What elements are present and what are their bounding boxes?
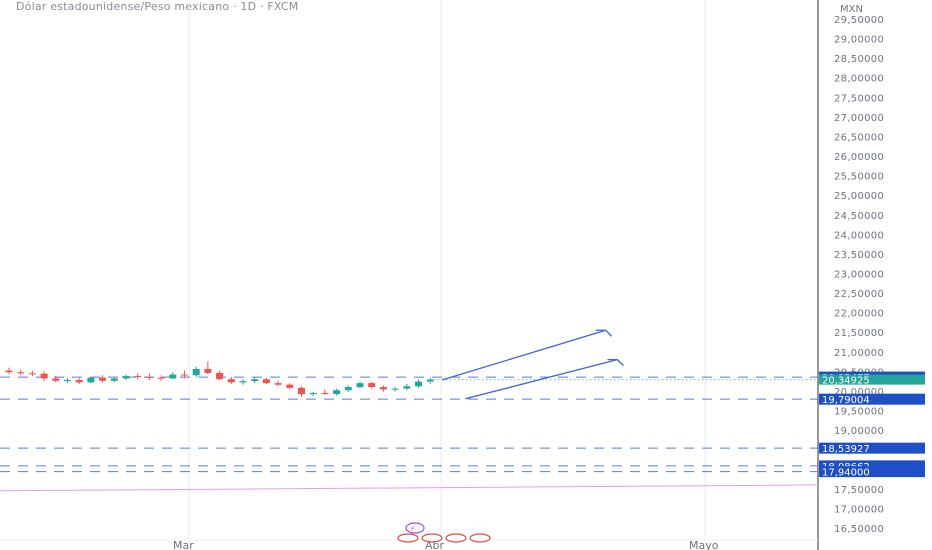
candle-body (356, 383, 364, 388)
candle-body (239, 381, 247, 383)
candle-body (145, 376, 153, 378)
candle-body (87, 377, 95, 383)
x-axis-label: Mayo (689, 539, 719, 550)
candle-body (52, 378, 60, 381)
y-tick-label: 29,00000 (834, 35, 884, 46)
candle-body (286, 384, 294, 388)
price-label: 20,34925 (822, 376, 870, 387)
candle-body (40, 373, 48, 379)
trend-arrow-head (595, 329, 613, 337)
y-tick-label: 16,50000 (834, 524, 884, 535)
level-label: 18,53927 (822, 444, 870, 455)
candle-body (298, 387, 305, 395)
event-marker-glyph: ⚡ (410, 525, 415, 533)
candle-body (110, 378, 118, 381)
candle-body (216, 372, 224, 380)
x-axis-label: Mar (173, 539, 194, 550)
y-tick-label: 20,00000 (834, 387, 884, 398)
lower-trend-line (0, 484, 819, 492)
candle-body (181, 374, 188, 376)
candle-body (75, 379, 83, 383)
x-axis-label: Abr (425, 539, 445, 550)
y-tick-label: 21,00000 (834, 348, 884, 359)
candle-body (64, 379, 71, 381)
y-tick-label: 29,50000 (834, 15, 884, 26)
candle-body (169, 374, 177, 379)
candle-body (5, 370, 13, 373)
y-tick-label: 27,50000 (834, 93, 884, 104)
chart-title: Dólar estadounidense/Peso mexicano · 1D … (16, 0, 299, 13)
y-tick-label: 26,00000 (834, 152, 884, 163)
event-marker-icon (405, 522, 425, 534)
candle-body (403, 386, 411, 389)
candle-body (368, 383, 376, 388)
trend-arrow-head (607, 358, 624, 367)
y-tick-label: 24,00000 (834, 230, 884, 241)
candle-body (391, 388, 399, 390)
level-label-bg (819, 466, 925, 478)
candle-body (204, 369, 212, 373)
candle-body (415, 381, 422, 387)
economic-event-icon (469, 533, 491, 543)
level-label: 17,94000 (822, 468, 870, 479)
y-tick-label: 24,50000 (834, 211, 884, 222)
y-tick-label: 26,50000 (834, 132, 884, 143)
candle-body (274, 383, 282, 385)
economic-event-icon (421, 533, 443, 543)
trend-line (441, 329, 606, 381)
y-tick-label: 23,50000 (834, 250, 884, 261)
y-tick-label: 25,00000 (834, 191, 884, 202)
y-tick-label: 17,50000 (834, 485, 884, 496)
y-tick-label: 25,50000 (834, 172, 884, 183)
candle-body (309, 392, 317, 395)
candle-body (227, 379, 235, 383)
candle-body (379, 387, 387, 390)
y-tick-label: 22,00000 (834, 309, 884, 320)
level-label-bg (819, 393, 925, 405)
y-tick-label: 19,00000 (834, 426, 884, 437)
level-label-bg (819, 442, 925, 454)
candle-body (122, 376, 130, 379)
candle-body (262, 379, 270, 384)
y-tick-label: 23,00000 (834, 270, 884, 281)
currency-label: MXN (840, 4, 863, 15)
candle-body (251, 379, 259, 382)
y-tick-label: 27,00000 (834, 113, 884, 124)
candle-body (28, 373, 36, 375)
y-tick-label: 28,00000 (834, 74, 884, 85)
y-tick-label: 17,00000 (834, 504, 884, 515)
candle-body (134, 376, 142, 378)
trend-line (465, 359, 618, 400)
y-tick-label: 28,50000 (834, 54, 884, 65)
candle-body (344, 387, 352, 391)
economic-event-icon (445, 533, 467, 543)
candle-body (333, 390, 341, 395)
candle-body (157, 377, 165, 379)
candle-body (192, 369, 200, 376)
y-tick-label: 22,50000 (834, 289, 884, 300)
y-tick-label: 21,50000 (834, 328, 884, 339)
candle-body (426, 379, 434, 382)
candle-body (321, 392, 329, 395)
level-label-bg (819, 460, 925, 472)
level-label: 19,79004 (822, 395, 870, 406)
candle-body (99, 377, 107, 381)
candle-body (17, 372, 25, 374)
economic-event-icon (397, 533, 419, 543)
y-tick-label: 19,50000 (834, 407, 884, 418)
price-label-bg (819, 374, 925, 385)
